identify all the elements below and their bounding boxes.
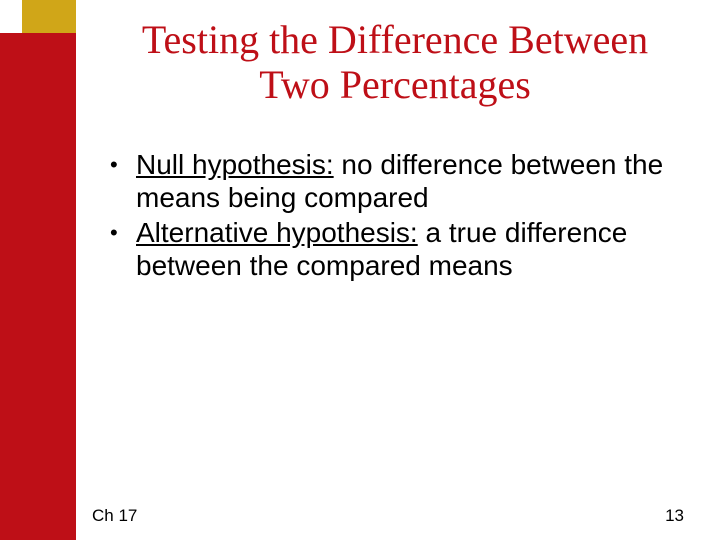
bullet-text: Alternative hypothesis: a true differenc…: [136, 216, 680, 282]
title-line-2: Two Percentages: [259, 62, 531, 107]
list-item: • Alternative hypothesis: a true differe…: [110, 216, 680, 282]
bullet-dot-icon: •: [110, 148, 136, 178]
slide-title: Testing the Difference Between Two Perce…: [100, 18, 690, 108]
bullet-list: • Null hypothesis: no difference between…: [110, 148, 680, 284]
footer-page-number: 13: [665, 506, 684, 526]
bullet-term: Null hypothesis:: [136, 149, 334, 180]
bullet-dot-icon: •: [110, 216, 136, 246]
slide: Testing the Difference Between Two Perce…: [0, 0, 720, 540]
bullet-text: Null hypothesis: no difference between t…: [136, 148, 680, 214]
sidebar-red: [0, 0, 76, 540]
footer-chapter: Ch 17: [92, 506, 137, 526]
list-item: • Null hypothesis: no difference between…: [110, 148, 680, 214]
title-line-1: Testing the Difference Between: [142, 17, 648, 62]
sidebar-white-notch: [0, 0, 22, 33]
bullet-term: Alternative hypothesis:: [136, 217, 418, 248]
slide-footer: Ch 17 13: [0, 502, 720, 526]
